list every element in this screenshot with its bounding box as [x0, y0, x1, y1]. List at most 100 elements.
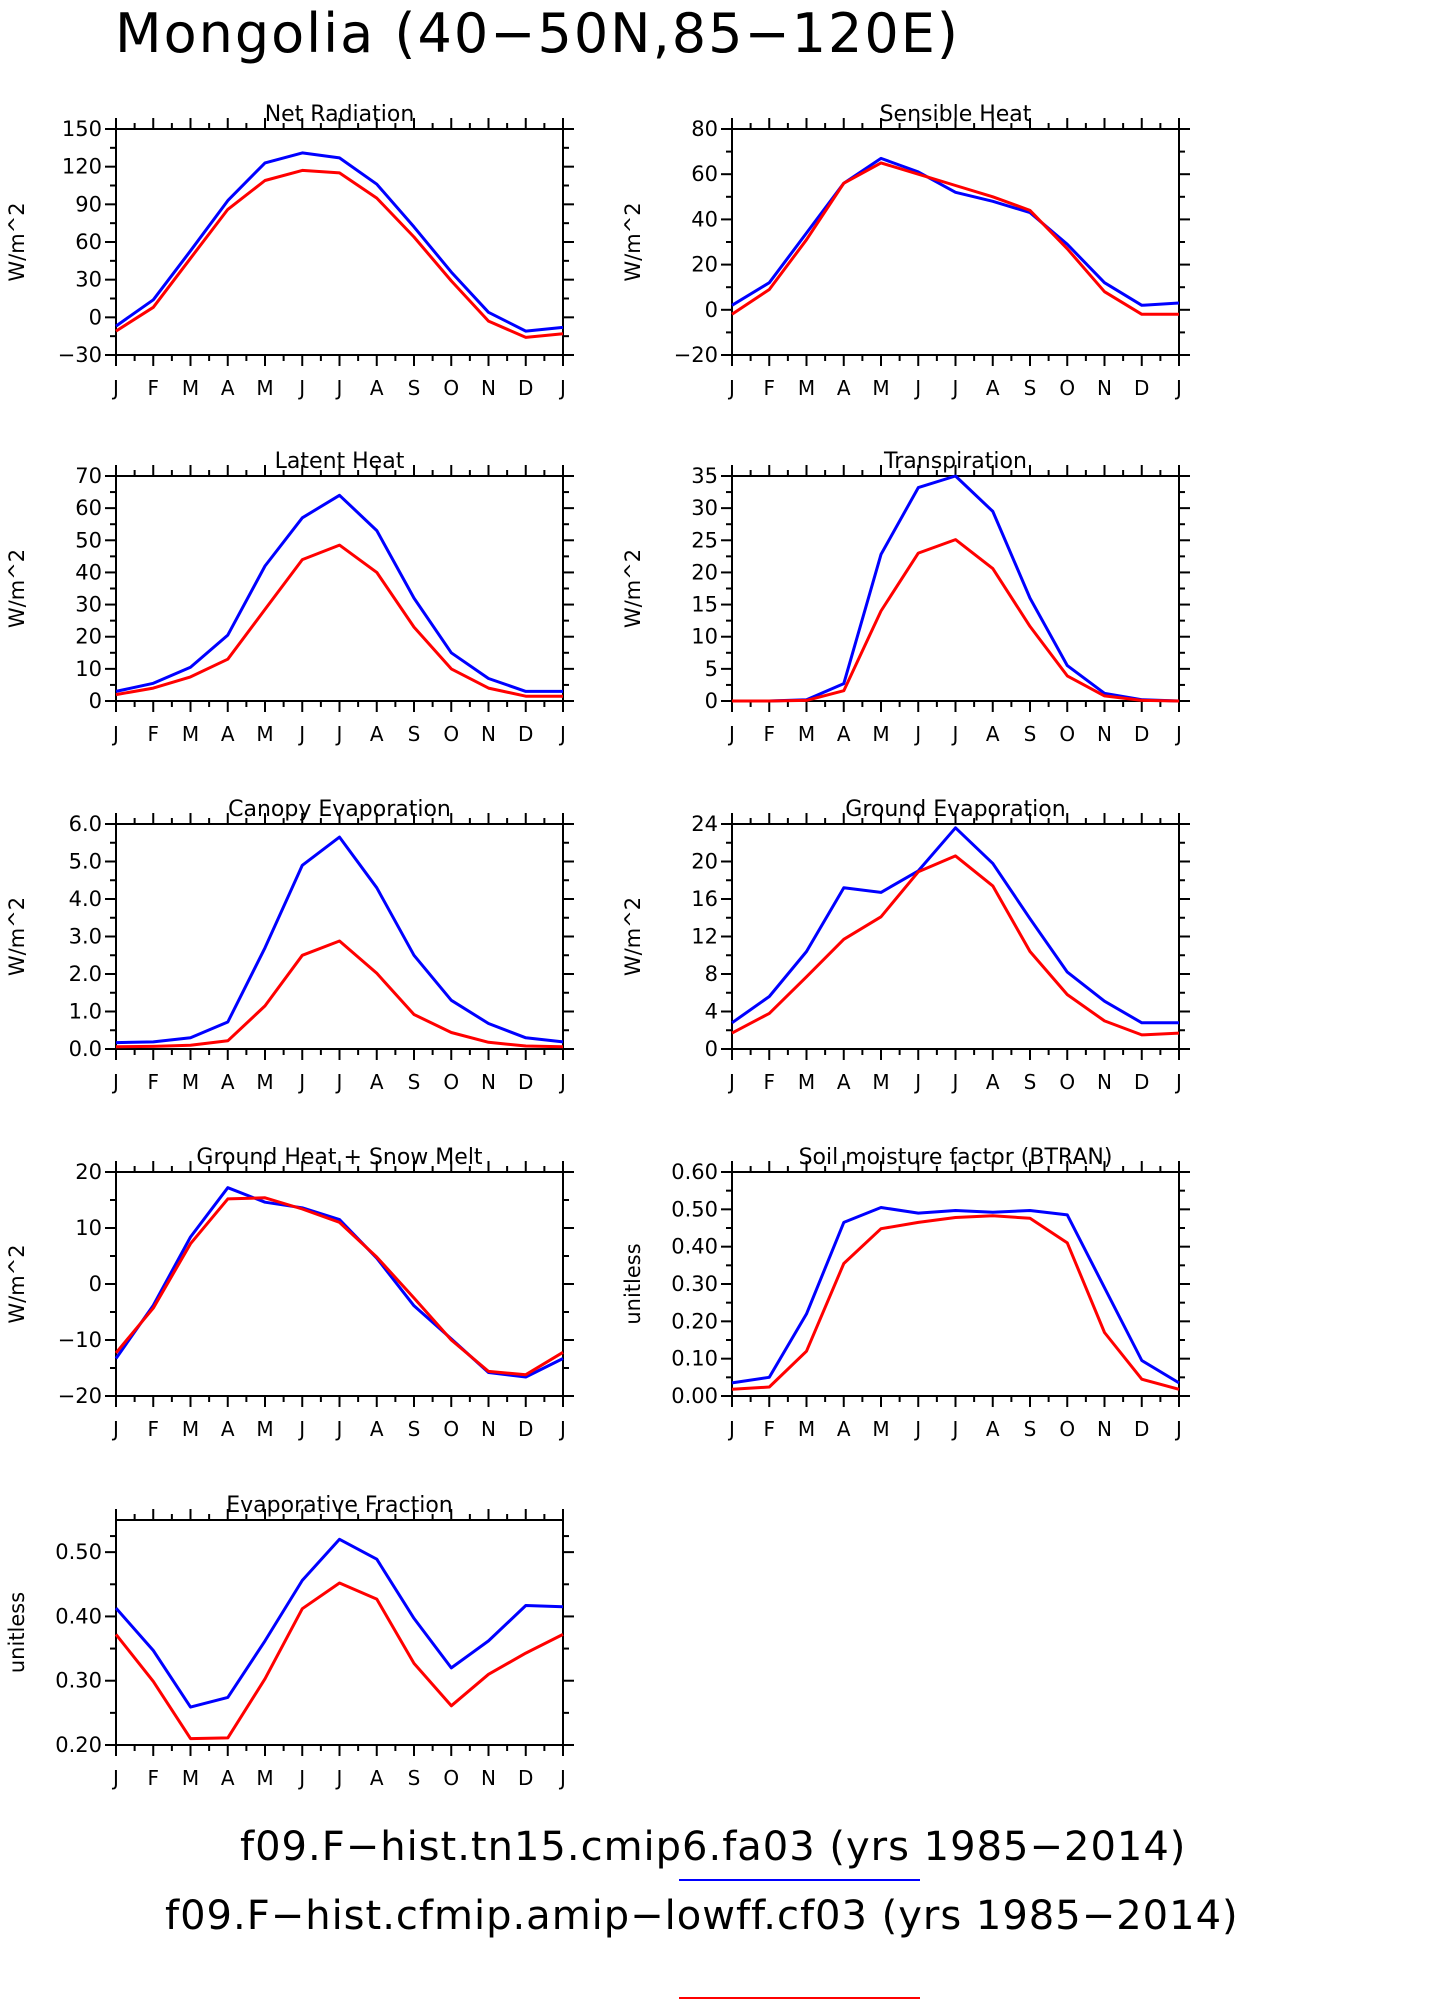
x-tick-label: M — [872, 722, 889, 746]
x-tick-label: O — [1059, 1417, 1075, 1441]
plot-frame — [731, 475, 1180, 702]
y-tick-label: 0.10 — [671, 1347, 718, 1371]
x-tick-label: N — [1097, 722, 1112, 746]
y-tick-label: 40 — [691, 207, 718, 231]
x-tick-label: F — [763, 722, 775, 746]
series-line-2 — [731, 161, 1179, 316]
y-tick-label: 0.60 — [671, 1160, 718, 1184]
x-tick-label: J — [335, 1766, 343, 1790]
x-tick-label: O — [443, 1070, 459, 1094]
plot-frame — [115, 823, 564, 1050]
x-tick-label: J — [111, 1070, 119, 1094]
x-tick-label: A — [221, 376, 235, 400]
series-line-2 — [731, 1214, 1180, 1391]
x-tick-label: S — [1024, 376, 1037, 400]
legend: f09.F−hist.tn15.cmip6.fa03 (yrs 1985−201… — [165, 1824, 1239, 1999]
series-line-2 — [115, 168, 564, 339]
y-tick-label: 0.40 — [671, 1235, 718, 1259]
y-tick-label: 0 — [89, 689, 102, 713]
x-tick-label: A — [986, 1417, 1000, 1441]
x-tick-label: M — [256, 1417, 273, 1441]
x-tick-label: J — [913, 722, 921, 746]
x-tick-label: M — [872, 1070, 889, 1094]
x-tick-label: J — [297, 722, 305, 746]
y-tick-label: 5 — [705, 657, 718, 681]
x-tick-label: A — [370, 722, 384, 746]
x-tick-label: A — [837, 722, 851, 746]
x-tick-label: J — [558, 1417, 566, 1441]
x-tick-label: A — [837, 1070, 851, 1094]
y-tick-label: 120 — [62, 155, 102, 179]
y-tick-label: 1.0 — [69, 1000, 102, 1024]
x-tick-label: A — [986, 722, 1000, 746]
y-tick-label: 0 — [89, 1272, 102, 1296]
x-tick-label: M — [182, 376, 199, 400]
x-tick-label: A — [986, 376, 1000, 400]
series-line-1 — [114, 1186, 564, 1379]
legend-label-case1: f09.F−hist.tn15.cmip6.fa03 (yrs 1985−201… — [240, 1824, 1186, 1870]
x-tick-label: D — [518, 1766, 533, 1790]
y-tick-label: 70 — [75, 464, 102, 488]
y-axis-label: unitless — [621, 1243, 645, 1324]
x-tick-label: M — [256, 722, 273, 746]
x-tick-label: J — [727, 376, 735, 400]
x-tick-label: A — [837, 376, 851, 400]
x-tick-label: D — [518, 376, 533, 400]
y-tick-label: 0.20 — [55, 1733, 102, 1757]
x-tick-label: M — [872, 1417, 889, 1441]
x-tick-label: M — [872, 376, 889, 400]
x-tick-label: N — [1097, 1070, 1112, 1094]
x-tick-label: A — [837, 1417, 851, 1441]
x-tick-label: N — [481, 1070, 496, 1094]
x-tick-label: J — [1174, 1417, 1182, 1441]
series-line-1 — [115, 493, 563, 693]
legend-label-case2: f09.F−hist.cfmip.amip−lowff.cf03 (yrs 19… — [165, 1893, 1239, 1939]
x-tick-label: O — [1059, 376, 1075, 400]
y-tick-label: 10 — [75, 1216, 102, 1240]
y-axis-label: W/m^2 — [621, 202, 645, 281]
x-tick-label: D — [518, 722, 533, 746]
y-tick-label: 60 — [75, 496, 102, 520]
x-tick-label: J — [335, 722, 343, 746]
y-tick-label: 0.30 — [55, 1669, 102, 1693]
x-tick-label: J — [1174, 376, 1182, 400]
x-tick-label: N — [481, 376, 496, 400]
y-tick-label: 35 — [691, 464, 718, 488]
x-tick-label: D — [1134, 722, 1149, 746]
x-tick-label: J — [913, 1070, 921, 1094]
x-tick-label: O — [443, 1417, 459, 1441]
y-tick-label: 20 — [691, 560, 718, 584]
x-tick-label: S — [1024, 722, 1037, 746]
x-tick-label: M — [182, 1070, 199, 1094]
x-tick-label: M — [798, 1417, 815, 1441]
x-tick-label: J — [951, 722, 959, 746]
x-tick-label: F — [147, 1417, 159, 1441]
x-tick-label: J — [913, 1417, 921, 1441]
x-tick-label: N — [481, 1417, 496, 1441]
x-tick-label: A — [221, 1070, 235, 1094]
y-tick-label: 2.0 — [69, 962, 102, 986]
y-tick-label: 3.0 — [69, 925, 102, 949]
x-tick-label: F — [763, 1417, 775, 1441]
x-tick-label: D — [518, 1070, 533, 1094]
x-tick-label: O — [443, 1766, 459, 1790]
x-tick-label: N — [481, 722, 496, 746]
x-tick-label: J — [727, 1070, 735, 1094]
x-tick-label: F — [147, 1070, 159, 1094]
x-tick-label: J — [558, 376, 566, 400]
series-line-1 — [115, 151, 564, 333]
figure-title: Mongolia (40−50N,85−120E) — [115, 2, 960, 65]
series-line-1 — [115, 835, 564, 1045]
plot-frame — [731, 1171, 1180, 1397]
x-tick-label: F — [147, 376, 159, 400]
x-tick-label: A — [370, 1070, 384, 1094]
series-line-1 — [732, 474, 1180, 703]
x-tick-label: J — [297, 1417, 305, 1441]
y-tick-label: 0 — [705, 689, 718, 713]
x-tick-label: M — [182, 1417, 199, 1441]
x-tick-label: S — [408, 1070, 421, 1094]
x-tick-label: M — [798, 376, 815, 400]
